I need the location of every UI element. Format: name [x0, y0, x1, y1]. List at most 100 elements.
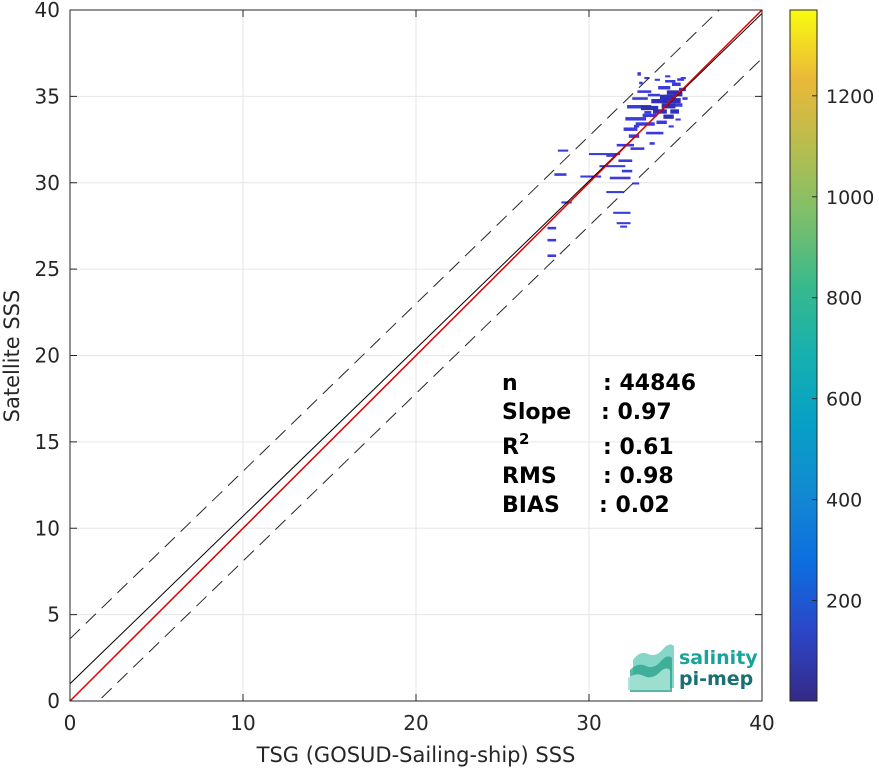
heatmap-bin: [630, 147, 645, 150]
stat-label-superscript: 2: [519, 430, 529, 448]
heatmap-bin: [547, 254, 557, 258]
x-axis-ticks: 0 10 20 30 40: [64, 10, 775, 735]
heatmap-bin: [675, 103, 683, 107]
heatmap-bin: [554, 173, 567, 176]
heatmap-bin: [625, 117, 647, 121]
heatmap-bin: [547, 226, 557, 230]
heatmap-bin: [644, 77, 650, 80]
heatmap-bin: [651, 98, 669, 104]
stat-label: n: [502, 371, 518, 396]
colorbar-ticks: 200 400 600 800 1000 1200: [812, 86, 874, 613]
heatmap-bin: [637, 72, 641, 76]
stat-label: RMS: [502, 464, 557, 489]
heatmap-bin: [646, 131, 660, 135]
heatmap-bin: [654, 78, 660, 81]
x-tick-label: 30: [576, 711, 601, 735]
heatmap-bin: [621, 169, 633, 173]
heatmap-bin: [644, 111, 652, 114]
x-tick-label: 40: [749, 711, 774, 735]
identity-line: [70, 10, 762, 701]
y-tick-label: 20: [35, 344, 60, 368]
heatmap-bin: [606, 191, 624, 194]
heatmap-bin: [639, 81, 643, 85]
heatmap-bin: [599, 165, 626, 168]
heatmap-bin: [628, 134, 640, 138]
y-tick-label: 15: [35, 430, 60, 454]
heatmap-bin: [635, 122, 655, 126]
colorbar: [789, 9, 818, 702]
y-tick-label: 35: [35, 84, 60, 108]
heatmap-bin: [580, 175, 602, 178]
heatmap-bin: [632, 182, 640, 185]
x-tick-label: 10: [230, 711, 255, 735]
y-axis-ticks: 0 5 10 15 20 25 30 35 40: [35, 0, 762, 713]
heatmap-bin: [665, 75, 671, 78]
heatmap-bin: [632, 97, 648, 100]
heatmap-bin: [637, 90, 652, 93]
heatmap-bin: [557, 149, 569, 152]
heatmap-bin: [623, 127, 638, 131]
heatmap-bin: [656, 120, 667, 125]
y-tick-label: 0: [47, 689, 60, 713]
heatmap-bin: [649, 142, 655, 145]
heatmap-bin: [680, 77, 686, 80]
heatmap-bin: [658, 86, 671, 90]
heatmap-bin: [677, 78, 685, 81]
colorbar-tick-label: 800: [826, 288, 862, 310]
upper-bound-line: [70, 10, 720, 640]
y-tick-label: 40: [35, 0, 60, 22]
heatmap-bin: [642, 113, 657, 118]
heatmap-bin: [547, 238, 557, 242]
heatmap-bin: [682, 97, 688, 100]
y-tick-label: 25: [35, 257, 60, 281]
heatmap-bin: [618, 159, 633, 163]
y-tick-label: 5: [47, 603, 60, 627]
x-axis-label: TSG (GOSUD-Sailing-ship) SSS: [256, 743, 576, 767]
heatmap-bin: [666, 90, 679, 95]
heatmap-bin: [659, 94, 676, 100]
heatmap-bin: [589, 153, 621, 156]
heatmap-bin: [665, 79, 676, 83]
stat-value: : 0.98: [603, 464, 674, 489]
x-tick-label: 0: [64, 711, 77, 735]
stat-value: : 44846: [603, 371, 696, 396]
heatmap-bin: [672, 82, 681, 87]
heatmap-bin: [616, 222, 631, 225]
heatmap-bin: [668, 125, 674, 128]
heatmap-bin: [606, 154, 615, 157]
reference-lines: [70, 10, 762, 701]
logo-line2: pi-mep: [679, 668, 753, 690]
colorbar-tick-label: 1000: [826, 187, 874, 209]
heatmap-bin: [668, 98, 681, 104]
heatmap-bin: [663, 114, 674, 119]
wave-logo-icon: [628, 644, 674, 692]
heatmap-bin: [609, 176, 631, 180]
colorbar-tick-label: 200: [826, 591, 862, 613]
heatmap-bin: [620, 225, 628, 228]
lower-bound-line: [97, 58, 762, 701]
y-axis-label: Satellite SSS: [0, 290, 24, 423]
stat-label: Slope: [502, 400, 571, 425]
stat-value: : 0.02: [599, 493, 670, 518]
x-tick-label: 20: [403, 711, 428, 735]
stat-value: : 0.61: [603, 435, 674, 460]
y-tick-label: 30: [35, 171, 60, 195]
stat-label: BIAS: [502, 493, 560, 518]
colorbar-tick-label: 600: [826, 389, 862, 411]
heatmap-bin: [670, 109, 679, 114]
heatmap-bin: [658, 131, 664, 135]
heatmap-bin: [647, 93, 660, 97]
heatmap-bin: [627, 105, 652, 109]
heatmap-bin: [613, 211, 631, 214]
heatmap-bin: [675, 118, 681, 121]
logo-line1: salinity: [679, 647, 758, 669]
heatmap-bin: [640, 105, 659, 111]
y-tick-label: 10: [35, 516, 60, 540]
salinity-pi-mep-logo: salinity pi-mep: [628, 644, 758, 692]
heatmap-bin: [633, 124, 640, 128]
stat-value: : 0.97: [601, 400, 672, 425]
heatmap-bin: [661, 103, 676, 109]
colorbar-tick-label: 1200: [826, 86, 874, 108]
